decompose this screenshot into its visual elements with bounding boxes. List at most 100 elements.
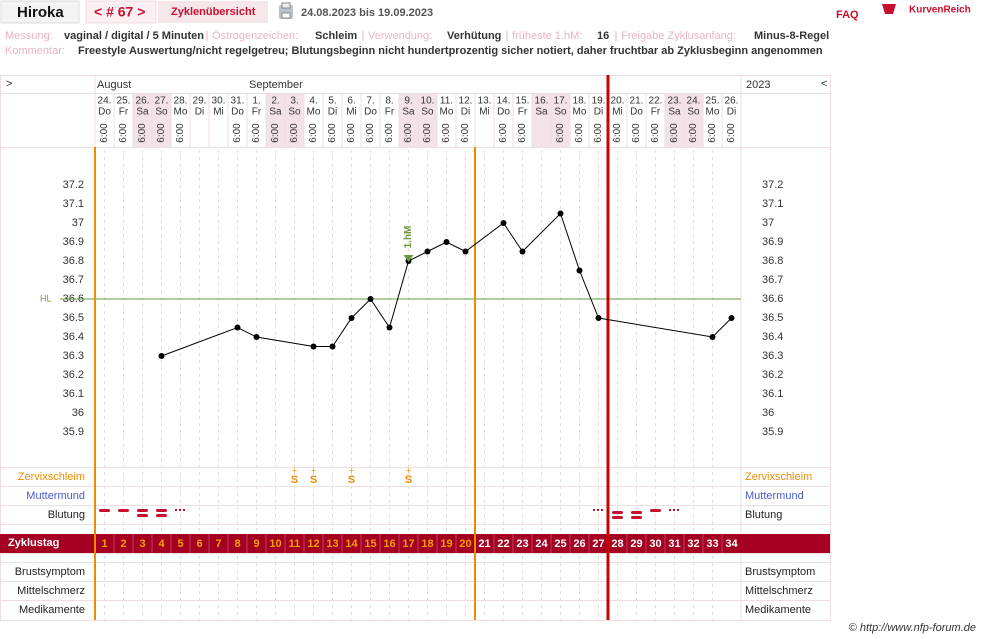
cycle-day: 21: [478, 538, 490, 550]
comment-text: Freestyle Auswertung/nicht regelgetreu; …: [78, 45, 823, 57]
weekend-shade: [266, 93, 285, 147]
time: 6:00: [650, 123, 661, 143]
weekday: So: [554, 107, 567, 118]
y-tick-label: 36.2: [762, 369, 783, 381]
time: 6:00: [137, 123, 148, 143]
row-label: Mittelschmerz: [745, 585, 813, 597]
date: 23.: [668, 96, 682, 107]
date: 27.: [155, 96, 169, 107]
temperature-point: [348, 315, 355, 321]
weekday: Sa: [535, 107, 548, 118]
row-label: Muttermund: [26, 490, 85, 502]
month: August: [97, 79, 131, 91]
row-label: Medikamente: [745, 604, 811, 616]
nav-prev[interactable]: >: [6, 78, 12, 90]
mucus-symbol: S: [348, 474, 355, 486]
logo-text[interactable]: KurvenReich: [909, 5, 971, 16]
date: 7.: [366, 96, 374, 107]
first-hm-label: 1.hM: [403, 226, 414, 249]
time: 6:00: [726, 123, 737, 143]
time: 6:00: [631, 123, 642, 143]
tab[interactable]: [158, 1, 268, 23]
y-tick-label: 37.1: [762, 198, 783, 210]
y-tick-label: 36: [762, 407, 774, 419]
y-tick-label: 36.7: [63, 274, 84, 286]
weekend-shade: [285, 93, 304, 147]
date: 25.: [706, 96, 720, 107]
nav-next[interactable]: <: [821, 78, 827, 90]
date: 25.: [117, 96, 131, 107]
date: 3.: [290, 96, 298, 107]
chart: 24.Do6:0025.Fr6:0026.Sa6:0027.So6:0028.M…: [0, 75, 830, 620]
tab-label[interactable]: Zyklenübersicht: [171, 6, 256, 18]
y-tick-label: 36.4: [762, 331, 783, 343]
y-tick-label: 36.9: [762, 236, 783, 248]
faq-link[interactable]: FAQ: [836, 9, 859, 21]
date: 8.: [385, 96, 393, 107]
date: 4.: [309, 96, 317, 107]
y-tick-label: 37.1: [63, 198, 84, 210]
footer[interactable]: © http://www.nfp-forum.de: [849, 622, 976, 634]
temperature-point: [443, 239, 450, 245]
cycle-day: 5: [177, 538, 183, 550]
time: 6:00: [251, 123, 262, 143]
mucus-symbol: S: [310, 474, 317, 486]
mucus-symbol: S: [291, 474, 298, 486]
time: 6:00: [270, 123, 281, 143]
weekday: Di: [195, 107, 204, 118]
cycle-day: 17: [402, 538, 414, 550]
cycle-day: 33: [706, 538, 718, 550]
weekday: Di: [594, 107, 603, 118]
time: 6:00: [593, 123, 604, 143]
cycle-day: 1: [101, 538, 107, 550]
temperature-point: [709, 334, 716, 340]
time: 6:00: [365, 123, 376, 143]
date: 13.: [478, 96, 492, 107]
cycle-day: 19: [440, 538, 452, 550]
cycle-day: 7: [215, 538, 221, 550]
weekend-shade: [133, 93, 152, 147]
weekday: Do: [231, 107, 244, 118]
mucus-top: +: [349, 465, 354, 475]
temperature-point: [310, 343, 317, 350]
weekday: Sa: [668, 107, 681, 118]
date: 17.: [554, 96, 568, 107]
name-box: [0, 0, 80, 24]
date: 24.: [687, 96, 701, 107]
month: September: [249, 79, 303, 91]
weekday: So: [687, 107, 700, 118]
y-tick-label: 36.6: [762, 293, 783, 305]
weekday: Do: [497, 107, 510, 118]
date: 10.: [421, 96, 435, 107]
weekend-shade: [399, 93, 418, 147]
weekday: Sa: [136, 107, 149, 118]
y-tick-label: 36.3: [63, 350, 84, 362]
cycle-day: 27: [592, 538, 604, 550]
temperature-point: [386, 324, 393, 331]
print-icon[interactable]: [279, 2, 293, 19]
cycle-nav[interactable]: < # 67 >: [94, 4, 145, 20]
y-tick-label: 36.2: [63, 369, 84, 381]
y-tick-label: 36.1: [63, 388, 84, 400]
y-tick-label: 36.8: [762, 255, 783, 267]
cycle-day: 29: [630, 538, 642, 550]
weekend-shade: [532, 93, 551, 147]
mucus-top: +: [311, 465, 316, 475]
weekday: Mo: [307, 107, 321, 118]
y-tick-label: 36.4: [63, 331, 84, 343]
time: 6:00: [612, 123, 623, 143]
weekend-shade: [551, 93, 570, 147]
row-label: Zervixschleim: [745, 471, 812, 483]
cycle-day: 4: [158, 538, 165, 550]
info-value: 16: [597, 30, 609, 42]
time: 6:00: [232, 123, 243, 143]
time: 6:00: [175, 123, 186, 143]
cycle-day: 22: [497, 538, 509, 550]
time: 6:00: [384, 123, 395, 143]
cycle-day: 10: [269, 538, 281, 550]
temperature-point: [253, 334, 260, 340]
time: 6:00: [517, 123, 528, 143]
temperature-point: [728, 315, 735, 321]
cycle-nav-box[interactable]: [85, 0, 157, 24]
cycle-day: 28: [611, 538, 623, 550]
